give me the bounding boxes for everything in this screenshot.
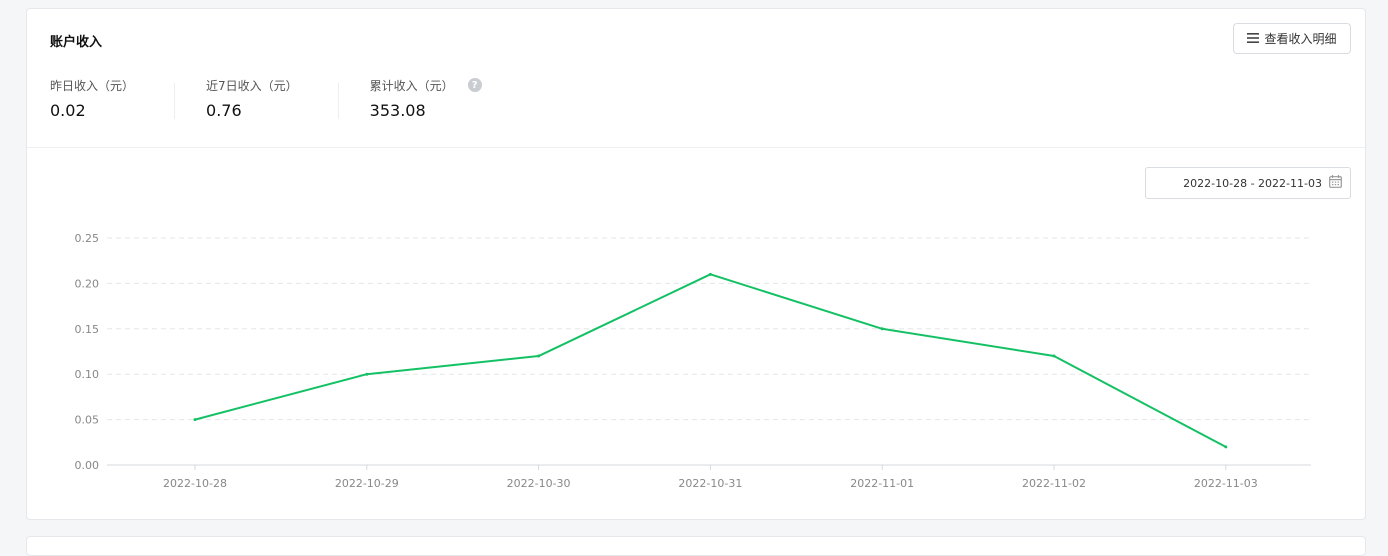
- y-tick-label: 0.20: [75, 277, 100, 290]
- card-title: 账户收入: [50, 35, 103, 50]
- date-range-picker[interactable]: 2022-10-28 - 2022-11-03: [1145, 167, 1351, 199]
- stat-yesterday: 昨日收入（元） 0.02: [50, 75, 174, 121]
- data-point[interactable]: [880, 327, 884, 331]
- income-stats: 昨日收入（元） 0.02 近7日收入（元） 0.76 累计收入（元） ? 353…: [50, 75, 522, 120]
- x-tick-label: 2022-11-03: [1194, 477, 1258, 490]
- view-income-detail-label: 查看收入明细: [1264, 32, 1337, 46]
- stat-value: 0.76: [206, 101, 242, 120]
- stat-last-7-days: 近7日收入（元） 0.76: [174, 75, 338, 120]
- y-tick-label: 0.10: [75, 368, 100, 381]
- stat-value: 353.08: [369, 101, 426, 120]
- data-point[interactable]: [537, 354, 541, 358]
- date-range-value: 2022-10-28 - 2022-11-03: [1183, 176, 1322, 190]
- data-point[interactable]: [708, 272, 712, 276]
- income-card: 账户收入 查看收入明细 昨日收入（元） 0.02 近7日收入（元） 0.76 累…: [26, 8, 1366, 520]
- x-tick-label: 2022-11-02: [1022, 477, 1086, 490]
- data-point[interactable]: [193, 418, 197, 422]
- help-icon[interactable]: ?: [467, 78, 482, 92]
- secondary-card: [26, 536, 1366, 556]
- list-icon: [1247, 32, 1260, 46]
- data-point[interactable]: [1224, 445, 1228, 449]
- x-tick-label: 2022-11-01: [850, 477, 914, 490]
- data-point[interactable]: [365, 372, 369, 376]
- income-line-chart: 0.00 0.05 0.10 0.15 0.20 0.25 2022-10-28 2022-1…: [75, 232, 1311, 490]
- x-tick-label: 2022-10-30: [507, 477, 571, 490]
- calendar-icon: [1329, 175, 1342, 191]
- income-series-line: [194, 273, 1227, 448]
- x-tick-label: 2022-10-28: [163, 477, 227, 490]
- stat-label: 累计收入（元）: [369, 78, 454, 93]
- stat-total: 累计收入（元） ? 353.08: [337, 75, 522, 120]
- divider: [27, 147, 1365, 148]
- stat-label: 昨日收入（元）: [50, 78, 135, 93]
- y-tick-label: 0.25: [75, 232, 100, 245]
- y-tick-label: 0.05: [75, 414, 100, 427]
- stat-value: 0.02: [50, 101, 86, 120]
- x-tick-label: 2022-10-29: [335, 477, 399, 490]
- y-tick-label: 0.00: [75, 459, 100, 472]
- data-point[interactable]: [1052, 354, 1056, 358]
- x-tick-label: 2022-10-31: [678, 477, 742, 490]
- y-tick-label: 0.15: [75, 323, 100, 336]
- stat-label: 近7日收入（元）: [206, 78, 298, 93]
- view-income-detail-button[interactable]: 查看收入明细: [1233, 23, 1351, 54]
